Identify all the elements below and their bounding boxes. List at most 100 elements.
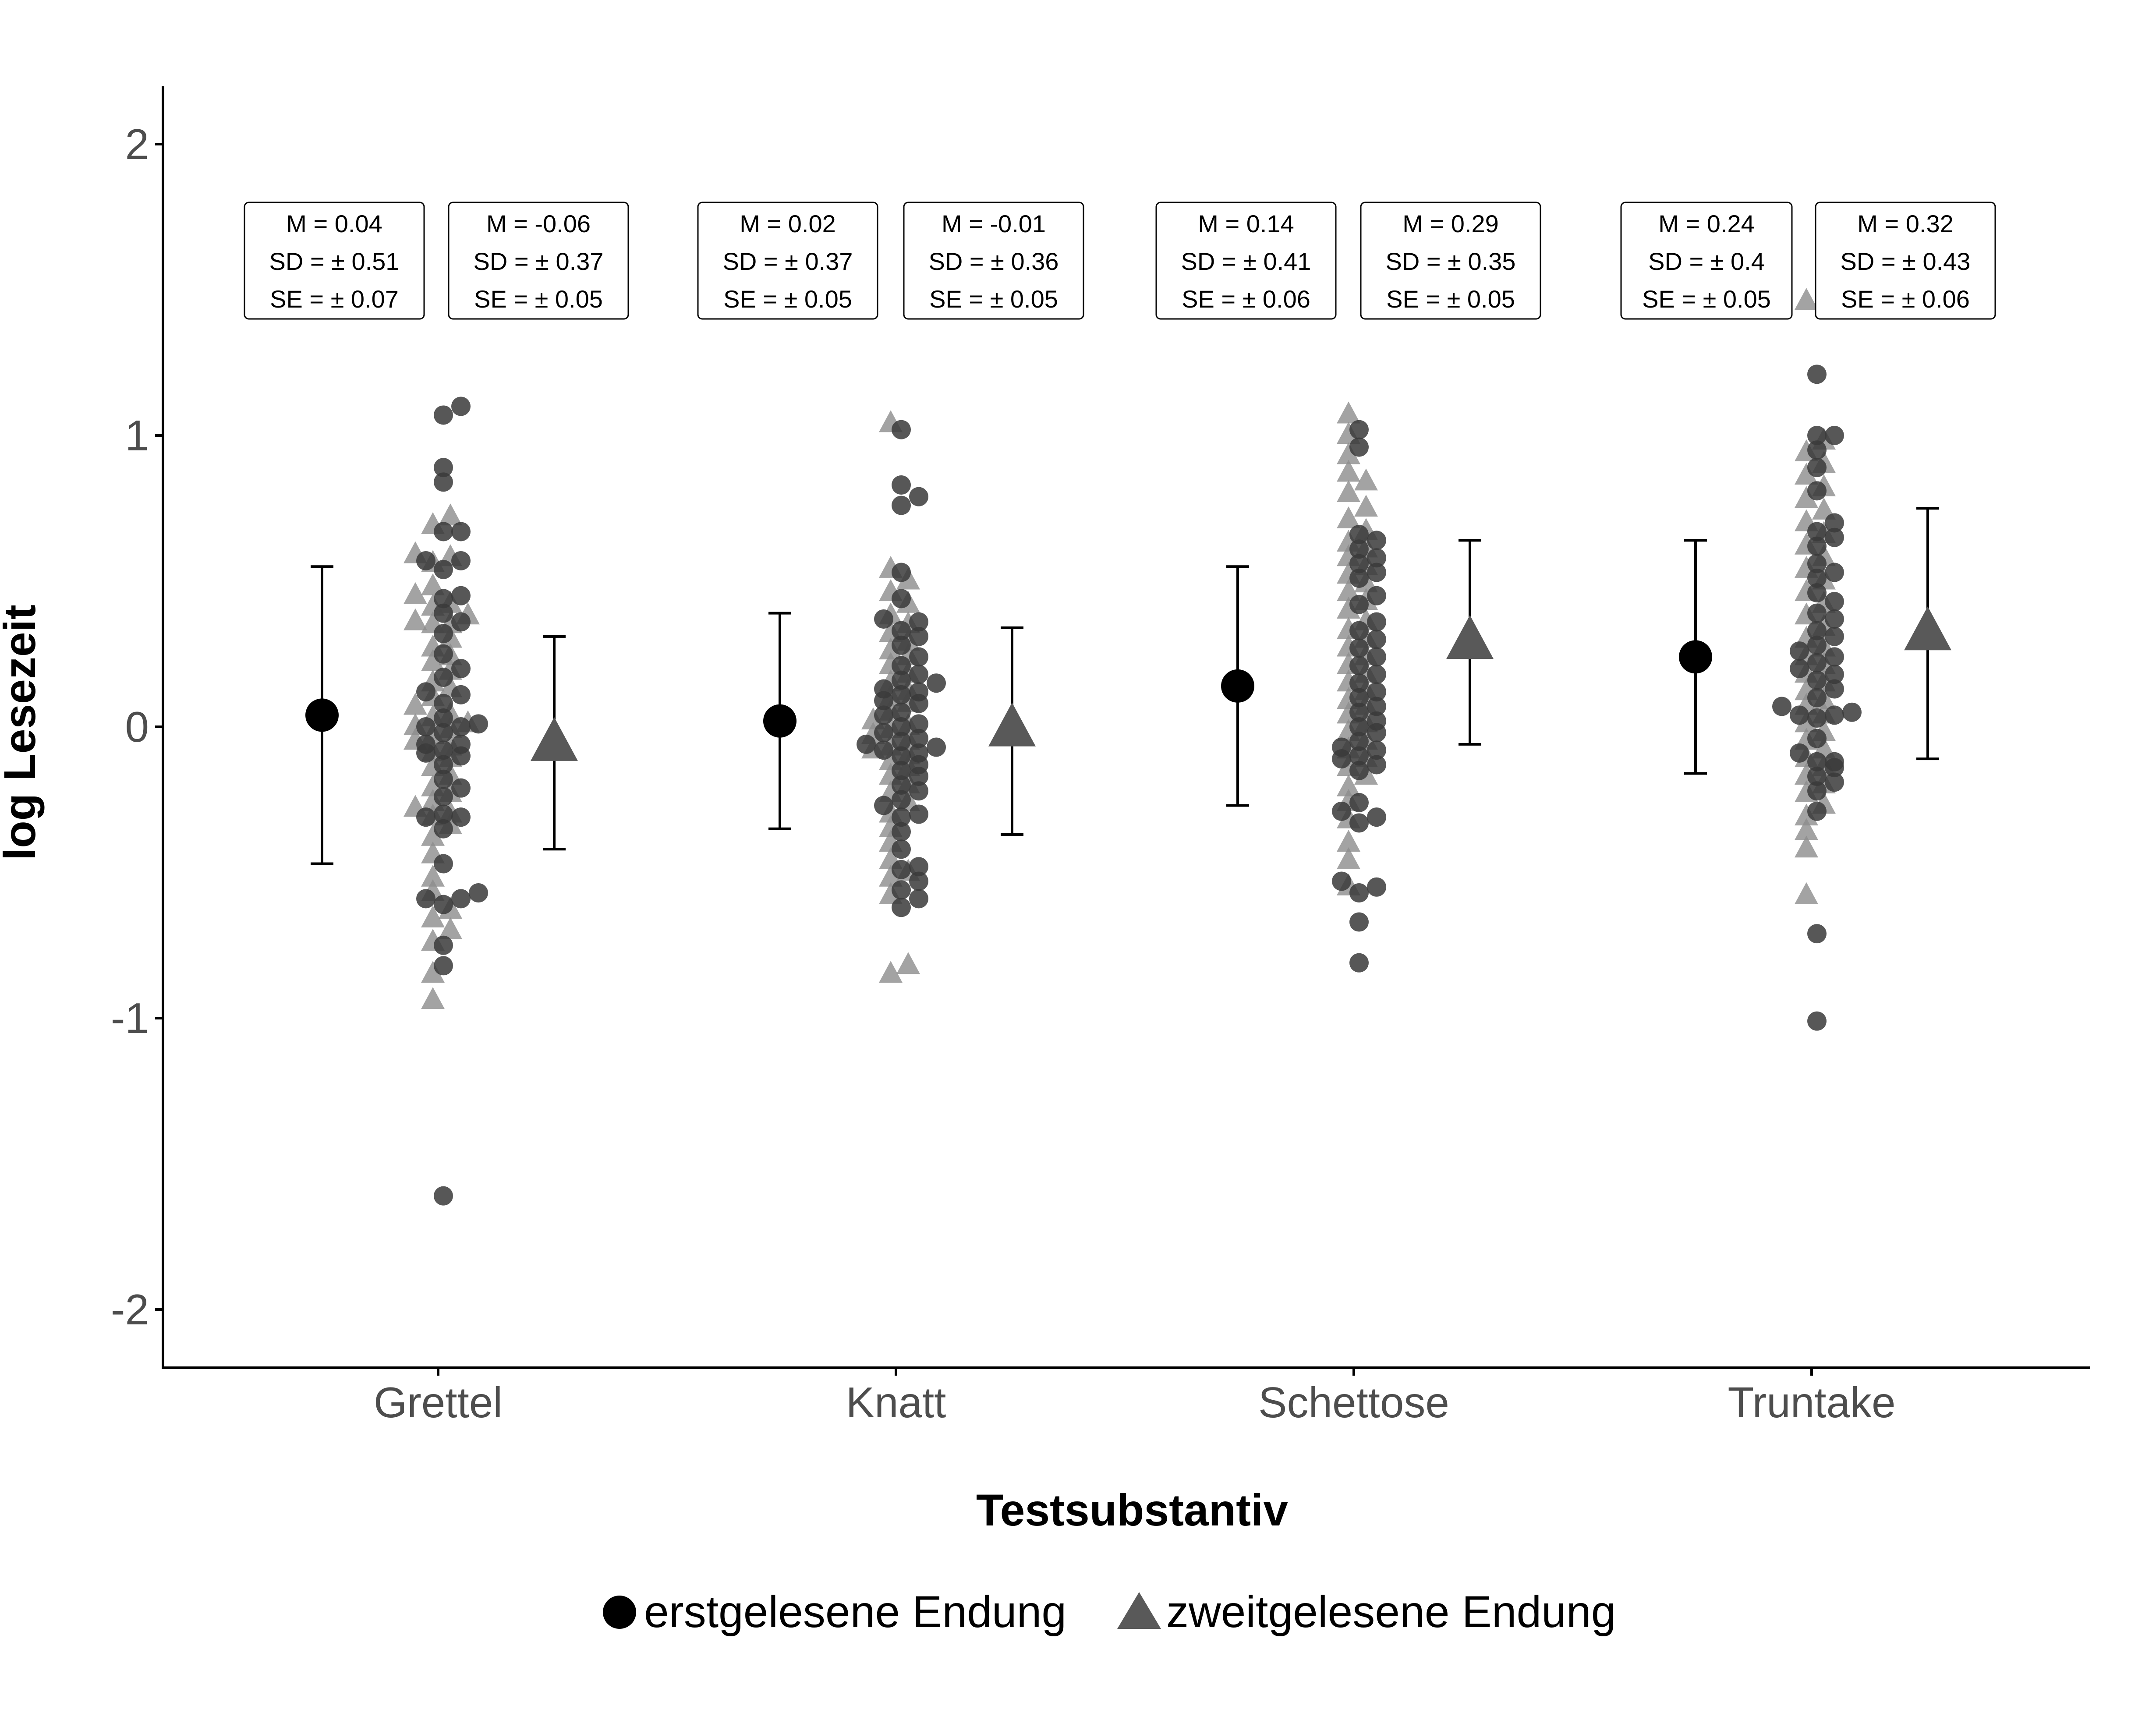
point-grettel-first-4 [451,889,471,909]
stat-line-truntake-first-2: SE = ± 0.05 [1642,285,1771,313]
point-grettel-second-44 [404,582,427,604]
point-grettel-first-36 [451,586,471,605]
point-grettel-second-3 [439,917,462,939]
y-tick-label-4: 2 [125,120,149,168]
mean-schettose-second [1446,615,1494,659]
point-schettose-first-22 [1367,682,1386,702]
point-grettel-first-23 [416,717,435,736]
point-schettose-first-6 [1367,807,1386,827]
point-schettose-second-39 [1337,460,1360,482]
stat-box-frame-truntake-first [1620,202,1793,320]
stat-line-knatt-second-0: M = -0.01 [942,210,1046,237]
point-truntake-second-35 [1795,486,1818,508]
x-tick-label-knatt: Knatt [846,1378,946,1426]
point-truntake-first-16 [1807,688,1827,708]
point-grettel-first-43 [434,458,453,478]
point-knatt-first-4 [892,860,911,879]
point-knatt-first-23 [909,729,928,748]
point-schettose-first-26 [1367,647,1386,667]
point-schettose-first-27 [1349,638,1369,658]
point-truntake-first-0 [1807,1011,1827,1031]
point-knatt-first-36 [909,665,928,684]
axes-layer: Grettel Knatt Schettose Truntake -2 -1 0 1 2 [111,86,2090,1426]
point-grettel-first-27 [451,685,471,704]
point-knatt-first-15 [892,761,911,780]
point-knatt-first-43 [874,609,893,629]
point-grettel-first-15 [434,755,453,775]
stat-line-schettose-second-1: SD = ± 0.35 [1386,248,1516,275]
x-tick-label-schettose: Schettose [1258,1378,1449,1426]
point-knatt-first-22 [892,732,911,751]
point-truntake-first-18 [1807,670,1827,690]
x-tick-label-grettel: Grettel [374,1378,503,1426]
point-truntake-second-37 [1795,463,1818,485]
stat-line-truntake-second-0: M = 0.32 [1857,210,1953,237]
point-schettose-first-5 [1349,813,1369,833]
point-knatt-first-44 [892,589,911,609]
point-schettose-first-10 [1367,755,1386,775]
point-knatt-first-49 [892,420,911,439]
y-tick-label-2: 0 [125,703,149,751]
data-points-layer [404,288,1862,1206]
stat-line-knatt-second-2: SE = ± 0.05 [929,285,1058,313]
point-truntake-first-20 [1790,659,1809,678]
point-knatt-first-47 [909,487,928,506]
point-truntake-first-42 [1825,426,1844,445]
point-schettose-first-29 [1349,621,1369,641]
point-schettose-first-25 [1349,656,1369,676]
point-schettose-first-24 [1367,665,1386,684]
point-schettose-first-17 [1349,717,1369,736]
point-truntake-first-22 [1825,647,1844,667]
point-grettel-second-14 [421,789,445,811]
mean-truntake-second [1904,606,1951,651]
stat-annotations-layer: M = 0.04 SD = ± 0.51 SE = ± 0.07 M = -0.06 S… [244,202,1996,320]
point-grettel-first-28 [416,682,435,702]
point-schettose-first-19 [1349,702,1369,722]
point-truntake-first-3 [1807,781,1827,801]
point-grettel-first-30 [451,659,471,678]
stat-box-schettose-second: M = 0.29 SD = ± 0.35 SE = ± 0.05 [1360,202,1541,320]
stat-line-grettel-first-0: M = 0.04 [286,210,382,237]
point-knatt-first-6 [892,839,911,859]
point-grettel-second-1 [421,961,445,983]
point-schettose-first-15 [1349,732,1369,751]
point-grettel-second-0 [421,987,445,1009]
point-knatt-second-3 [879,864,903,887]
point-grettel-first-9 [451,807,471,827]
point-knatt-first-25 [892,717,911,736]
legend-label-first: erstgelesene Endung [644,1587,1066,1637]
point-truntake-first-36 [1807,522,1827,541]
point-knatt-first-39 [892,635,911,655]
point-grettel-first-8 [434,819,453,839]
point-truntake-first-9 [1790,743,1809,763]
stat-line-knatt-first-2: SE = ± 0.05 [723,285,852,313]
stat-line-grettel-second-0: M = -0.06 [486,210,591,237]
mean-grettel-first [305,698,339,732]
point-schettose-second-25 [1337,597,1360,619]
point-truntake-first-33 [1807,554,1827,573]
x-axis-title: Testsubstantiv [976,1485,1289,1535]
point-truntake-first-31 [1807,568,1827,588]
point-truntake-first-5 [1807,767,1827,786]
stat-line-schettose-first-1: SD = ± 0.41 [1181,248,1311,275]
point-knatt-first-42 [909,612,928,632]
point-knatt-first-10 [874,796,893,815]
point-grettel-first-24 [469,714,488,734]
stat-box-frame-knatt-first [697,202,878,320]
point-schettose-first-28 [1367,630,1386,649]
point-schettose-first-33 [1349,568,1369,588]
point-truntake-first-28 [1807,603,1827,623]
stat-line-schettose-first-2: SE = ± 0.06 [1182,285,1310,313]
point-knatt-second-1 [896,952,920,974]
stat-line-truntake-second-2: SE = ± 0.06 [1841,285,1970,313]
point-knatt-first-31 [892,685,911,704]
point-knatt-first-20 [927,737,946,757]
point-grettel-first-10 [416,807,435,827]
point-grettel-second-4 [421,905,445,927]
point-grettel-first-2 [434,935,453,955]
point-knatt-first-37 [892,656,911,676]
point-truntake-second-2 [1795,818,1818,840]
stat-box-schettose-first: M = 0.14 SD = ± 0.41 SE = ± 0.06 [1155,202,1337,320]
point-schettose-first-37 [1349,539,1369,559]
